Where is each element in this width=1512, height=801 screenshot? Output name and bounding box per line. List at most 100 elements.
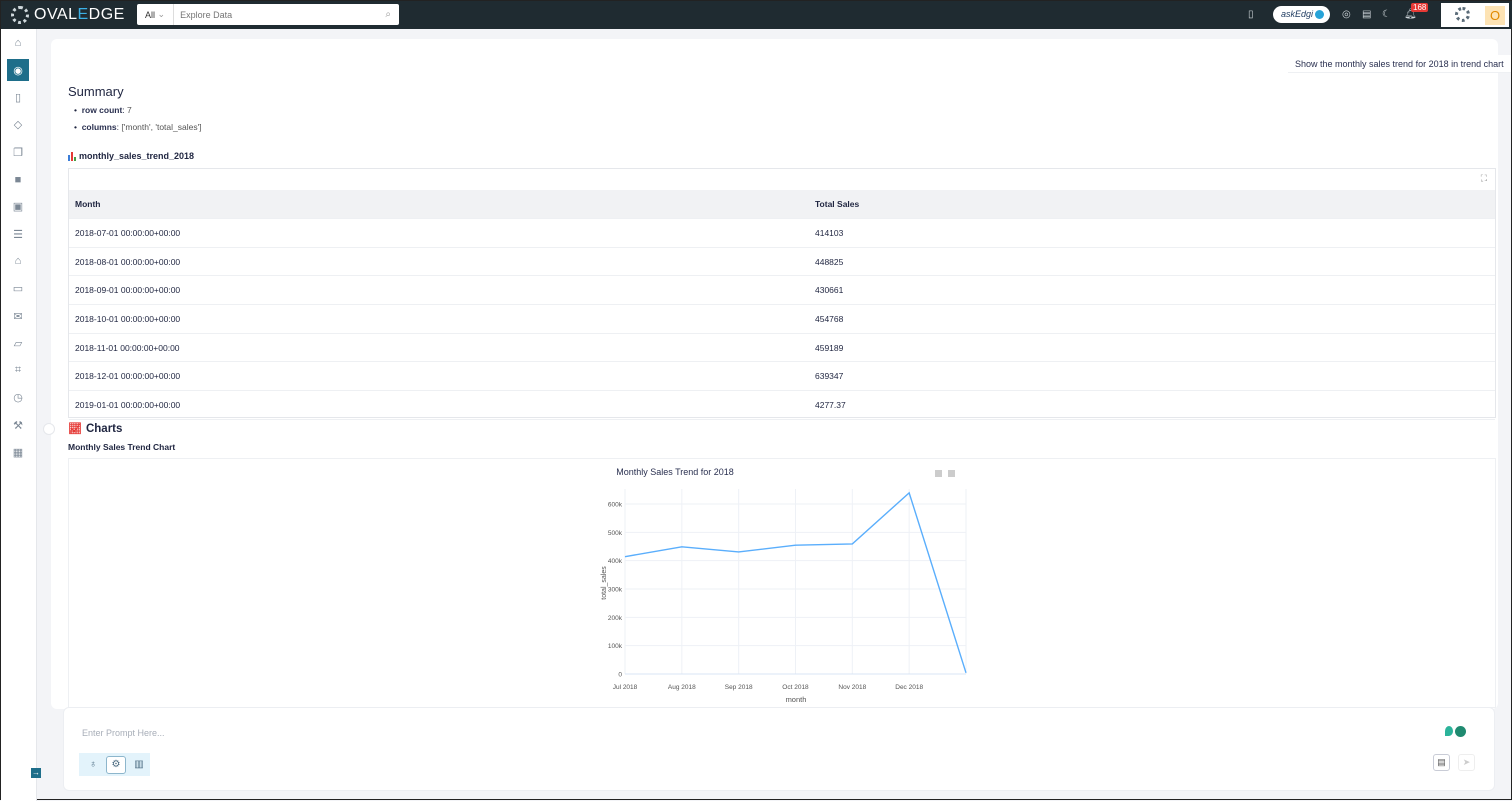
tasks-icon: ☰ (13, 228, 23, 241)
askedgi-icon (1315, 10, 1325, 20)
chevron-down-icon: ⌄ (157, 9, 166, 19)
governance-icon: ⌂ (14, 255, 22, 268)
search-input[interactable] (174, 9, 386, 20)
oval-edge-logo[interactable]: OVAL E DGE (11, 6, 125, 24)
mode-selector: ♁ ⚙ ▥ (79, 753, 150, 776)
summary-heading: Summary (68, 84, 124, 99)
cell-month: 2018-12-01 00:00:00+00:00 (75, 371, 181, 382)
settings-gear-icon[interactable] (1455, 7, 1470, 22)
sidebar-item-governance[interactable]: ⌂ (7, 250, 29, 272)
sidebar-item-jobs[interactable]: ◷ (7, 387, 29, 409)
sidebar-item-tags[interactable]: ◇ (7, 114, 29, 136)
folders-icon: ▱ (13, 337, 23, 350)
bar-chart-icon (68, 151, 76, 161)
prompt-input[interactable] (82, 728, 1382, 738)
chart-title: Monthly Sales Trend for 2018 (616, 467, 734, 477)
charts-heading: 📈︎ Charts (68, 422, 123, 436)
cell-total-sales: 454768 (815, 313, 844, 324)
scroll-handle[interactable] (43, 423, 55, 435)
data-point (795, 544, 797, 546)
location-pin-icon[interactable] (1445, 726, 1466, 737)
insight-mode-icon[interactable]: ♁ (89, 759, 97, 770)
cell-month: 2018-11-01 00:00:00+00:00 (75, 342, 180, 353)
cell-month: 2018-09-01 00:00:00+00:00 (75, 285, 181, 296)
results-table: ⛶ Month Total Sales 2018-07-01 00:00:00+0… (68, 168, 1496, 420)
sidebar-item-dashboard[interactable]: ▣ (7, 196, 29, 218)
sidebar-item-tasks[interactable]: ☰ (7, 223, 29, 245)
catalog-icon: ▯ (14, 92, 22, 105)
sidebar-item-tools[interactable]: ⚒ (7, 414, 29, 436)
sidebar-item-catalog[interactable]: ▯ (7, 87, 29, 109)
help-icon[interactable]: ◎ (1342, 9, 1351, 20)
sidebar-item-query-sheet[interactable]: ⌗ (7, 360, 29, 382)
sidebar-item-askedgi[interactable]: ◉ (7, 59, 29, 82)
sidebar-item-home[interactable]: ⌂ (7, 32, 29, 54)
user-query-bubble: Show the monthly sales trend for 2018 in… (1288, 55, 1511, 73)
bookmark-icon[interactable]: ▯ (1248, 9, 1254, 20)
home-icon: ⌂ (14, 37, 22, 49)
table-row: 2018-12-01 00:00:00+00:00 639347 (69, 362, 1495, 392)
table-row: 2018-10-01 00:00:00+00:00 454768 (69, 305, 1495, 334)
cell-total-sales: 4277.37 (815, 399, 846, 410)
data-point (681, 546, 683, 548)
bell-icon[interactable]: 🔔︎ (1404, 9, 1417, 20)
summary-row-count: • row count: 7 (74, 105, 132, 115)
data-point (738, 551, 740, 553)
document-icon[interactable]: ▤ (1433, 754, 1450, 771)
dataset-title: monthly_sales_trend_2018 (68, 151, 194, 161)
search-scope-dropdown[interactable]: All ⌄ (137, 4, 175, 25)
data-point (624, 556, 626, 558)
sidebar-item-documents[interactable]: ❐ (7, 141, 29, 163)
x-tick-label: Dec 2018 (895, 684, 923, 691)
notification-badge: 168 (1411, 3, 1429, 12)
askedgi-icon: ◉ (13, 64, 23, 77)
analysis-mode-icon[interactable]: ⚙ (106, 755, 126, 774)
y-axis-label: total_sales (601, 566, 608, 600)
zoom-out-icon[interactable] (948, 470, 955, 477)
data-point (908, 492, 910, 494)
cell-total-sales: 459189 (815, 342, 844, 353)
table-row: 2018-07-01 00:00:00+00:00 414103 (69, 219, 1495, 248)
sidebar-item-glossary[interactable]: ▭ (7, 278, 29, 300)
sidebar: ⌂ ◉ ▯ ◇ ❐ ■ ▣ ☰ ⌂ ▭ ✉ ▱ ⌗ ◷ ⚒ ▦ (1, 29, 37, 801)
user-area: O (1441, 3, 1509, 27)
zoom-in-icon[interactable] (935, 470, 942, 477)
expand-sidebar-icon[interactable]: → (31, 768, 41, 778)
y-tick-label: 500k (608, 530, 623, 537)
prompt-box: ♁ ⚙ ▥ ▤ ➤ (63, 707, 1495, 791)
news-icon[interactable]: ▤ (1362, 9, 1372, 20)
y-tick-label: 200k (608, 615, 623, 622)
fullscreen-icon[interactable]: ⛶ (1480, 173, 1487, 183)
search-bar: All ⌄ ⌕ (137, 4, 399, 25)
sidebar-item-administration[interactable]: ▦ (7, 442, 29, 464)
line-chart-icon: 📈︎ (68, 423, 82, 435)
administration-icon: ▦ (12, 447, 24, 459)
jobs-icon: ◷ (13, 392, 23, 405)
send-icon[interactable]: ➤ (1458, 754, 1475, 771)
sidebar-item-dataset[interactable]: ■ (7, 169, 29, 191)
y-tick-label: 400k (608, 558, 623, 565)
search-icon[interactable]: ⌕ (385, 9, 391, 20)
x-tick-label: Jul 2018 (613, 684, 638, 691)
chart-container: 0 100k 200k 300k 400k 500k 600k Jul 2018 Aug 201… (68, 458, 1496, 708)
cell-total-sales: 448825 (815, 256, 844, 267)
line-chart: 0 100k 200k 300k 400k 500k 600k Jul 2018 Aug 201… (601, 467, 967, 704)
x-tick-label: Aug 2018 (668, 684, 696, 691)
table-row: 2018-09-01 00:00:00+00:00 430661 (69, 276, 1495, 306)
chart-mode-icon[interactable]: ▥ (134, 759, 144, 770)
y-tick-label: 100k (608, 643, 623, 650)
cell-total-sales: 430661 (815, 285, 844, 296)
y-tick-label: 0 (618, 672, 622, 679)
chart-subtitle: Monthly Sales Trend Chart (68, 442, 176, 452)
table-header: Month Total Sales (69, 190, 1495, 219)
sidebar-item-discussions[interactable]: ✉ (7, 305, 29, 327)
avatar[interactable]: O (1485, 6, 1505, 25)
dark-mode-icon[interactable]: ☾ (1382, 9, 1391, 20)
cell-total-sales: 639347 (815, 371, 844, 382)
data-point (851, 543, 853, 545)
series-line (624, 491, 967, 673)
askedgi-button[interactable]: askEdgi (1273, 6, 1330, 23)
query-sheet-icon: ⌗ (14, 364, 22, 377)
sidebar-item-folders[interactable]: ▱ (7, 332, 29, 354)
